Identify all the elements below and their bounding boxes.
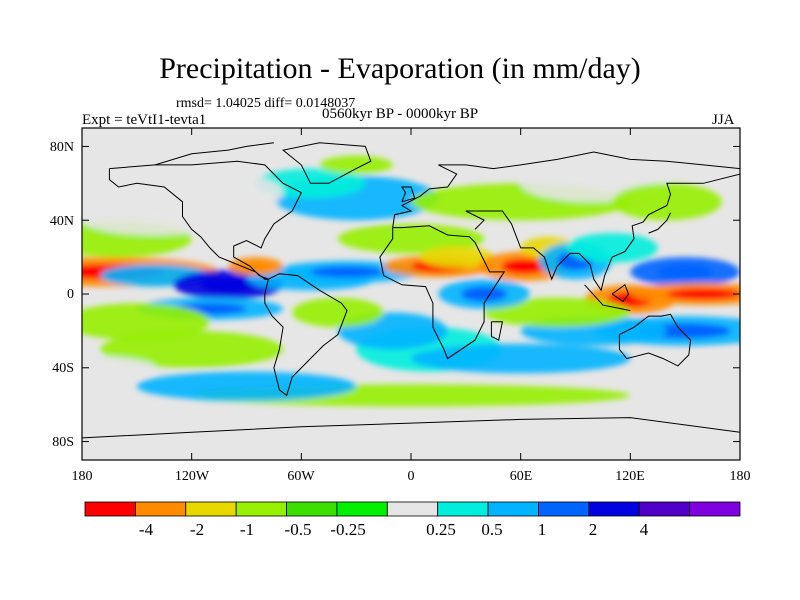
colorbar-swatch: [286, 501, 338, 517]
period-label: 0560kyr BP - 0000kyr BP: [322, 106, 479, 122]
contour-field: [82, 155, 740, 407]
colorbar-swatch: [487, 501, 539, 517]
colorbar-label: -0.25: [330, 520, 366, 539]
y-tick-label: 0: [67, 287, 74, 302]
y-tick-label: 80N: [49, 140, 74, 155]
x-tick-label: 0: [407, 469, 415, 484]
chart-title: Precipitation - Evaporation (in mm/day): [159, 52, 641, 85]
coastlines: [82, 142, 740, 439]
experiment-label: Expt = teVtI1-tevta1: [82, 112, 207, 128]
x-tick-label: 60W: [287, 469, 315, 484]
stats-line: rmsd= 1.04025 diff= 0.0148037: [176, 96, 356, 111]
colorbar-swatch: [638, 501, 691, 517]
colorbar-swatch: [538, 501, 590, 517]
colorbar-swatch: [689, 501, 741, 517]
x-tick-label: 60E: [509, 469, 533, 484]
x-tick-label: 180: [71, 469, 93, 484]
colorbar-label: 0.25: [426, 520, 456, 539]
colorbar-label: -4: [138, 520, 154, 539]
colorbar: [84, 501, 741, 517]
x-tick-label: 120W: [174, 469, 210, 484]
colorbar-swatch: [134, 501, 187, 517]
x-tick-label: 180: [729, 469, 751, 484]
colorbar-label: 1: [537, 520, 547, 539]
colorbar-swatch: [336, 501, 388, 517]
y-tick-label: 80S: [52, 435, 74, 450]
colorbar-label: 0.5: [481, 520, 503, 539]
colorbar-swatch: [588, 501, 640, 517]
colorbar-label: -2: [189, 520, 205, 539]
colorbar-label: 2: [588, 520, 598, 539]
colorbar-label: -0.5: [284, 520, 312, 539]
colorbar-label: 4: [639, 520, 649, 539]
colorbar-swatch: [185, 501, 237, 517]
y-tick-label: 40N: [49, 214, 74, 229]
colorbar-swatch: [84, 501, 136, 517]
y-tick-label: 40S: [52, 361, 74, 376]
x-tick-label: 120E: [615, 469, 645, 484]
season-label: JJA: [712, 112, 735, 128]
colorbar-swatch: [386, 501, 439, 517]
axis-ticks: [81, 128, 741, 460]
colorbar-label: -1: [239, 520, 255, 539]
colorbar-swatch: [437, 501, 489, 517]
colorbar-swatch: [235, 501, 287, 517]
